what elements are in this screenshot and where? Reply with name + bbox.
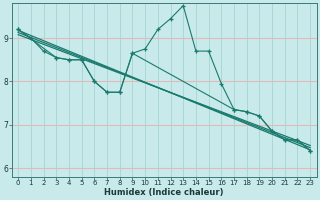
X-axis label: Humidex (Indice chaleur): Humidex (Indice chaleur): [104, 188, 224, 197]
